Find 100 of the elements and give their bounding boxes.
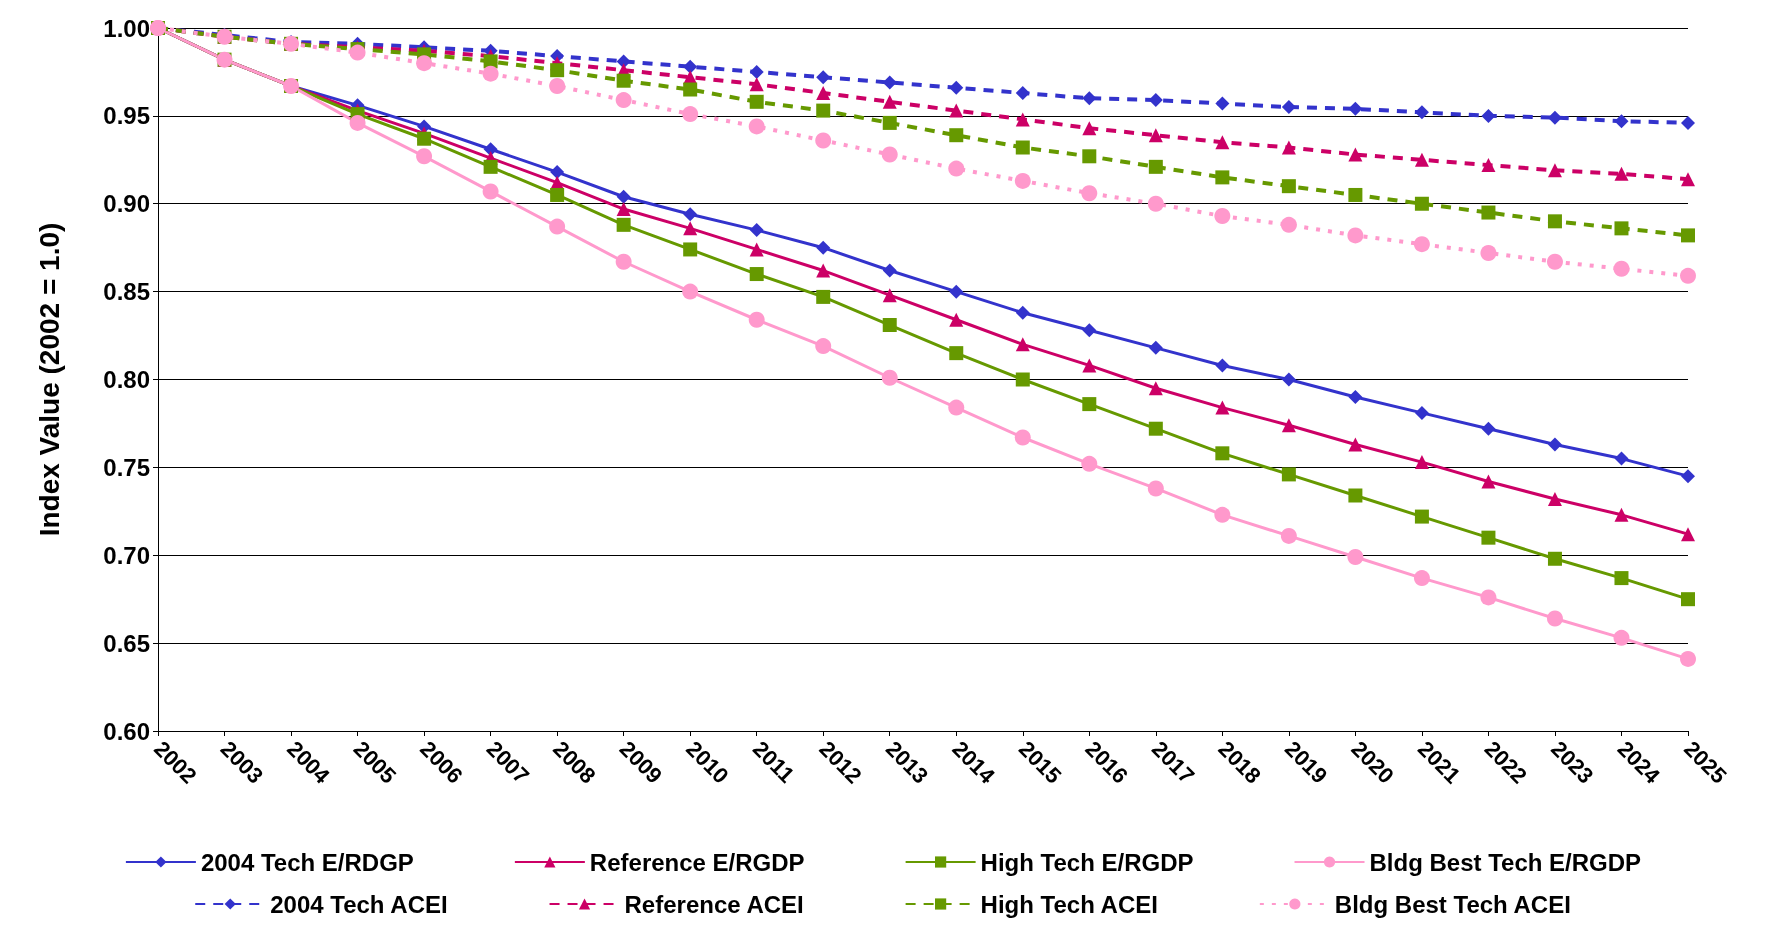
point bbox=[881, 369, 898, 386]
point bbox=[483, 142, 498, 157]
point bbox=[949, 346, 964, 361]
point bbox=[682, 283, 699, 300]
point bbox=[1215, 96, 1230, 111]
point bbox=[682, 106, 699, 123]
point bbox=[1681, 592, 1695, 607]
point bbox=[683, 242, 698, 257]
point bbox=[882, 115, 897, 130]
point bbox=[1082, 323, 1097, 338]
point bbox=[816, 240, 831, 255]
legend-label: 2004 Tech ACEI bbox=[270, 890, 448, 918]
point bbox=[748, 311, 765, 328]
point bbox=[1148, 159, 1163, 174]
point bbox=[882, 318, 897, 333]
point bbox=[550, 187, 565, 202]
legend-label: Reference E/RGDP bbox=[589, 848, 805, 876]
point bbox=[615, 92, 632, 109]
point bbox=[1614, 166, 1629, 181]
point bbox=[1414, 152, 1429, 167]
point bbox=[1214, 506, 1231, 523]
point bbox=[949, 312, 964, 327]
point bbox=[1613, 260, 1630, 277]
y-tick-label: 0.80 bbox=[103, 366, 150, 393]
point bbox=[616, 217, 631, 232]
legend-label: Bldg Best Tech E/RGDP bbox=[1369, 848, 1642, 876]
point bbox=[1147, 480, 1164, 497]
point bbox=[615, 253, 632, 270]
point bbox=[1547, 492, 1562, 507]
point bbox=[1015, 372, 1030, 387]
point bbox=[483, 159, 498, 174]
y-tick-label: 0.85 bbox=[103, 278, 150, 306]
point bbox=[683, 207, 698, 222]
point bbox=[1015, 140, 1030, 155]
point bbox=[882, 75, 897, 90]
point bbox=[616, 54, 631, 69]
point bbox=[1082, 397, 1097, 412]
point bbox=[1547, 437, 1562, 452]
point bbox=[749, 242, 764, 257]
point bbox=[1281, 100, 1296, 115]
point bbox=[1546, 610, 1563, 627]
point bbox=[1281, 372, 1296, 387]
legend-label: High Tech E/RGDP bbox=[980, 848, 1194, 876]
point bbox=[1481, 421, 1496, 436]
point bbox=[1414, 105, 1429, 120]
point bbox=[1614, 221, 1629, 236]
point bbox=[1348, 390, 1363, 405]
legend-label: Reference ACEI bbox=[624, 890, 804, 918]
point bbox=[1546, 253, 1563, 270]
point bbox=[1015, 305, 1030, 320]
point bbox=[1681, 228, 1695, 243]
point bbox=[1281, 179, 1296, 194]
point bbox=[550, 165, 565, 180]
point bbox=[1481, 158, 1496, 173]
point bbox=[815, 132, 832, 149]
point bbox=[1614, 451, 1629, 466]
legend-label: Bldg Best Tech ACEI bbox=[1334, 890, 1571, 918]
point bbox=[816, 263, 831, 278]
point bbox=[1281, 140, 1296, 155]
point bbox=[882, 94, 897, 109]
point bbox=[749, 94, 764, 109]
point bbox=[1347, 549, 1364, 565]
y-tick-label: 0.75 bbox=[103, 453, 150, 481]
point bbox=[1215, 135, 1230, 150]
point bbox=[1414, 509, 1429, 524]
point bbox=[748, 118, 765, 135]
point bbox=[1148, 93, 1163, 108]
point bbox=[616, 189, 631, 204]
point bbox=[417, 131, 432, 146]
point bbox=[1015, 337, 1030, 352]
point bbox=[1414, 455, 1429, 470]
point bbox=[1280, 527, 1297, 544]
point bbox=[1681, 115, 1695, 130]
point bbox=[483, 54, 498, 69]
point bbox=[816, 289, 831, 304]
point bbox=[1414, 196, 1429, 211]
point bbox=[882, 263, 897, 278]
point bbox=[1413, 236, 1430, 253]
point bbox=[1413, 570, 1430, 587]
point bbox=[1081, 455, 1098, 472]
point bbox=[949, 80, 964, 95]
y-axis-title: Index Value (2002 = 1.0) bbox=[33, 222, 65, 537]
point bbox=[949, 103, 964, 118]
point bbox=[1082, 91, 1097, 106]
point bbox=[1147, 195, 1164, 212]
point bbox=[949, 128, 964, 143]
point bbox=[1614, 114, 1629, 129]
point bbox=[1348, 488, 1363, 503]
point bbox=[616, 73, 631, 88]
point bbox=[1215, 170, 1230, 185]
point bbox=[1082, 149, 1097, 164]
point bbox=[1614, 571, 1629, 586]
y-tick-label: 0.60 bbox=[103, 717, 150, 745]
point bbox=[1148, 421, 1163, 436]
point bbox=[948, 399, 965, 416]
point bbox=[949, 284, 964, 299]
point bbox=[881, 146, 898, 163]
point bbox=[816, 86, 831, 101]
point bbox=[749, 223, 764, 238]
point bbox=[749, 64, 764, 79]
